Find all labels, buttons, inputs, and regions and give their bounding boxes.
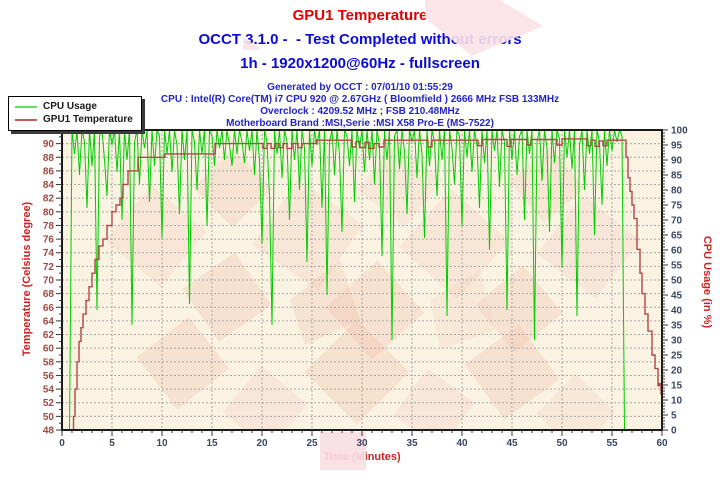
- system-info-block: Generated by OCCT : 07/01/10 01:55:29 CP…: [0, 82, 720, 130]
- x-tick-label: 25: [306, 438, 318, 449]
- left-tick-label: 64: [43, 316, 55, 327]
- right-tick-label: 0: [671, 426, 677, 437]
- left-tick-label: 84: [43, 180, 55, 191]
- legend-label: GPU1 Temperature: [43, 114, 133, 125]
- x-tick-label: 10: [156, 438, 168, 449]
- x-tick-label: 20: [256, 438, 268, 449]
- left-tick-label: 74: [43, 248, 55, 259]
- data-series: [62, 130, 662, 430]
- left-tick-label: 90: [43, 139, 55, 150]
- left-tick-label: 58: [43, 357, 55, 368]
- left-tick-label: 78: [43, 221, 55, 232]
- left-tick-label: 60: [43, 344, 55, 355]
- x-tick-label: 60: [656, 438, 668, 449]
- left-tick-label: 76: [43, 235, 55, 246]
- cpu-usage-line-swatch: [15, 105, 37, 108]
- right-tick-label: 30: [671, 336, 683, 347]
- x-tick-label: 5: [109, 438, 115, 449]
- right-tick-label: 95: [671, 141, 683, 152]
- left-tick-label: 68: [43, 289, 55, 300]
- right-tick-label: 45: [671, 291, 683, 302]
- info-line-motherboard: Motherboard Brand :MSI,Serie :MSI X58 Pr…: [226, 118, 494, 129]
- left-tick-label: 54: [43, 385, 55, 396]
- watermark-top-sliver: [243, 36, 261, 50]
- right-tick-label: 75: [671, 201, 683, 212]
- right-tick-label: 15: [671, 381, 683, 392]
- left-tick-label: 62: [43, 330, 55, 341]
- left-tick-label: 70: [43, 276, 55, 287]
- left-tick-label: 50: [43, 412, 55, 423]
- right-tick-label: 5: [671, 411, 677, 422]
- right-tick-label: 80: [671, 186, 683, 197]
- right-tick-label: 70: [671, 216, 683, 227]
- legend-label: CPU Usage: [43, 101, 97, 112]
- info-line-cpu: CPU : Intel(R) Core(TM) i7 CPU 920 @ 2.6…: [160, 94, 560, 105]
- axis-tick-labels: 4850525456586062646668707274767880828486…: [43, 126, 688, 450]
- right-tick-label: 65: [671, 231, 683, 242]
- left-tick-label: 56: [43, 371, 55, 382]
- right-tick-label: 10: [671, 396, 683, 407]
- legend-item-gpu1-temperature: GPU1 Temperature: [15, 113, 133, 126]
- info-line-generated: Generated by OCCT : 07/01/10 01:55:29: [267, 82, 453, 93]
- right-tick-label: 50: [671, 276, 683, 287]
- left-tick-label: 48: [43, 426, 55, 437]
- x-tick-label: 50: [556, 438, 568, 449]
- right-tick-label: 25: [671, 351, 683, 362]
- right-tick-label: 35: [671, 321, 683, 332]
- gpu1-temperature-line: [62, 138, 662, 430]
- x-tick-label: 35: [406, 438, 418, 449]
- left-tick-label: 52: [43, 398, 55, 409]
- left-tick-label: 72: [43, 262, 55, 273]
- x-tick-label: 55: [606, 438, 618, 449]
- info-line-overclock: Overclock : 4209.52 MHz ; FSB 210.48MHz: [260, 106, 460, 117]
- left-tick-label: 82: [43, 194, 55, 205]
- legend-box: CPU Usage GPU1 Temperature: [8, 96, 142, 131]
- watermark-top-diamond: [425, 0, 543, 56]
- x-tick-label: 15: [206, 438, 218, 449]
- right-tick-label: 90: [671, 156, 683, 167]
- left-tick-label: 80: [43, 207, 55, 218]
- watermark-bottom-band: [320, 432, 366, 470]
- legend-item-cpu-usage: CPU Usage: [15, 100, 133, 113]
- gpu1-temperature-line-swatch: [15, 118, 37, 121]
- x-tick-label: 0: [59, 438, 65, 449]
- left-tick-label: 92: [43, 126, 55, 137]
- x-tick-label: 30: [356, 438, 368, 449]
- test-config-subtitle: 1h - 1920x1200@60Hz - fullscreen: [240, 55, 480, 72]
- left-tick-label: 86: [43, 166, 55, 177]
- right-tick-label: 20: [671, 366, 683, 377]
- right-tick-label: 40: [671, 306, 683, 317]
- left-tick-label: 88: [43, 153, 55, 164]
- left-tick-label: 66: [43, 303, 55, 314]
- gridlines: [62, 130, 662, 430]
- right-tick-label: 100: [671, 126, 688, 137]
- x-tick-label: 40: [456, 438, 468, 449]
- page-title: GPU1 Temperature: [292, 7, 428, 24]
- x-tick-label: 45: [506, 438, 518, 449]
- right-tick-label: 60: [671, 246, 683, 257]
- right-tick-label: 55: [671, 261, 683, 272]
- axis-ticks: [56, 129, 668, 436]
- right-tick-label: 85: [671, 171, 683, 182]
- cpu-usage-line: [62, 130, 662, 430]
